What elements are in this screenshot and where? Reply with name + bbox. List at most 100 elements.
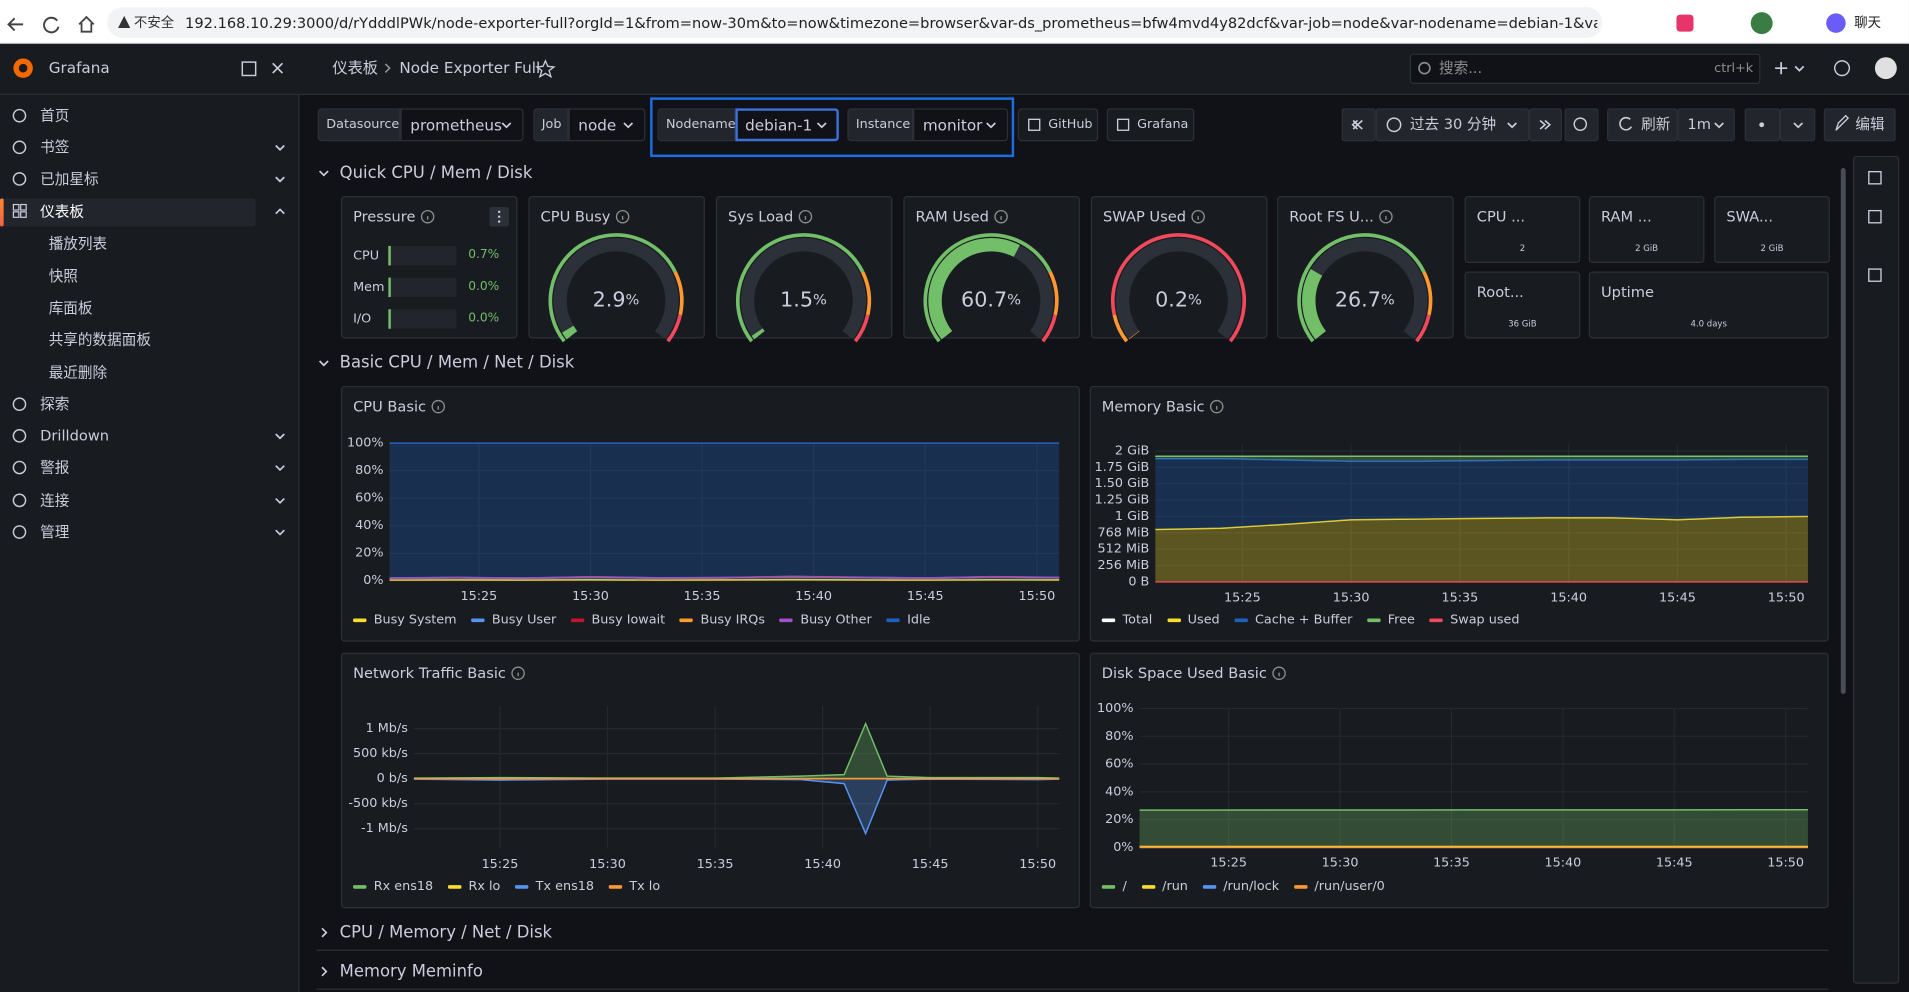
legend-label: /run [1162, 879, 1188, 894]
legend-swatch [1293, 884, 1308, 889]
legend-item[interactable]: Used [1166, 612, 1220, 627]
nav-active-bar [0, 198, 4, 227]
panel-title: CPU Busy [540, 207, 611, 225]
legend-item[interactable]: Rx ens18 [353, 879, 433, 894]
legend-label: / [1122, 879, 1127, 894]
panel-title: CPU Basic [353, 397, 427, 415]
panel-title: Memory Basic [1101, 397, 1205, 415]
legend-item[interactable]: /run [1141, 879, 1188, 894]
panel-title: Uptime [1600, 283, 1654, 301]
breadcrumb-current: Node Exporter Full [399, 58, 541, 78]
legend-swatch [608, 884, 623, 889]
nav-item[interactable]: 管理 [40, 523, 70, 541]
legend-item[interactable]: Busy IRQs [679, 612, 765, 627]
legend-swatch [779, 617, 794, 622]
sidebar [0, 94, 300, 992]
legend-swatch [353, 617, 367, 622]
time-forward-button[interactable] [1529, 108, 1563, 142]
chart-legend: Rx ens18 Rx lo Tx ens18 Tx lo [353, 875, 1068, 897]
share-menu-button[interactable] [1779, 108, 1816, 142]
panel-title: Sys Load [728, 207, 794, 225]
breadcrumb-root[interactable]: 仪表板 [332, 58, 379, 78]
nav-item[interactable]: 仪表板 [40, 202, 85, 220]
legend-item[interactable]: Rx lo [447, 879, 500, 894]
nav-item[interactable]: 书签 [40, 138, 70, 156]
nav-item[interactable]: 警报 [40, 458, 70, 476]
legend-item[interactable]: /run/user/0 [1293, 879, 1385, 894]
stat-value: 36 GiB [1508, 319, 1537, 329]
variable-value: prometheus [410, 115, 502, 134]
edit-label[interactable]: 编辑 [1855, 115, 1885, 133]
edit-button[interactable] [1823, 108, 1896, 142]
link-label[interactable]: GitHub [1048, 117, 1093, 132]
stat-value: 2 GiB [1635, 243, 1659, 254]
legend-label: Busy Other [800, 612, 872, 627]
link-button[interactable] [1017, 108, 1099, 142]
variable-name: Datasource [326, 117, 400, 132]
pressure-label: I/O [353, 311, 372, 326]
refresh-button[interactable] [1607, 108, 1678, 142]
legend-item[interactable]: Tx lo [608, 879, 660, 894]
search-shortcut: ctrl+k [1714, 60, 1754, 76]
pressure-value: 0.7% [468, 248, 500, 262]
nav-item[interactable]: 首页 [40, 106, 70, 124]
legend-item[interactable]: Free [1366, 612, 1415, 627]
legend-item[interactable]: Idle [886, 612, 930, 627]
chart-panel [1089, 385, 1829, 642]
legend-item[interactable]: /run/lock [1202, 879, 1280, 894]
chart-legend: / /run/run/lock/run/user/0 [1101, 875, 1817, 897]
row-title[interactable]: Memory Meminfo [339, 961, 483, 981]
nav-subitem[interactable]: 快照 [48, 267, 78, 285]
nav-item[interactable]: 已加星标 [40, 169, 99, 187]
nav-subitem[interactable]: 播放列表 [48, 234, 108, 252]
legend-item[interactable]: Busy Other [779, 612, 872, 627]
interval-label[interactable]: 1m [1687, 115, 1711, 133]
legend-item[interactable]: Busy User [471, 612, 556, 627]
legend-swatch [1366, 617, 1381, 622]
time-back-button[interactable] [1341, 108, 1376, 142]
nav-subitem[interactable]: 库面板 [48, 299, 93, 317]
variable-value: node [578, 115, 617, 134]
variable-name: Instance [855, 117, 911, 132]
variable-select[interactable] [735, 108, 839, 142]
variable-label [847, 108, 914, 142]
search-box[interactable] [1409, 53, 1761, 85]
share-button[interactable] [1744, 108, 1780, 142]
legend-label: Total [1122, 612, 1153, 627]
stat-value: 2 [1519, 243, 1526, 254]
zoom-out-button[interactable] [1564, 108, 1599, 142]
variable-value: debian-1 [745, 115, 813, 134]
stat-panel [1714, 196, 1830, 263]
refresh-label[interactable]: 刷新 [1641, 115, 1671, 133]
legend-label: /run/user/0 [1314, 879, 1385, 894]
legend-item[interactable]: Cache + Buffer [1234, 612, 1352, 627]
row-title[interactable]: CPU / Memory / Net / Disk [339, 922, 553, 942]
link-label[interactable]: Grafana [1137, 117, 1189, 132]
nav-item[interactable]: 探索 [40, 395, 70, 413]
legend-item[interactable]: Busy System [353, 612, 457, 627]
legend-item[interactable]: Tx ens18 [514, 879, 594, 894]
legend-item[interactable]: Swap used [1429, 612, 1519, 627]
legend-item[interactable]: Busy Iowait [570, 612, 665, 627]
chevron-icon [318, 360, 329, 367]
interval-button[interactable] [1677, 108, 1735, 142]
legend-label: /run/lock [1223, 879, 1280, 894]
time-range[interactable]: 过去 30 分钟 [1409, 115, 1497, 133]
chevron-icon [321, 927, 328, 938]
panel-title: RAM ... [1600, 207, 1652, 225]
nav-subitem[interactable]: 共享的数据面板 [48, 330, 151, 348]
legend-swatch [1141, 884, 1155, 889]
brand: Grafana [48, 58, 110, 78]
legend-item[interactable]: / [1101, 879, 1127, 894]
row-title[interactable]: Basic CPU / Mem / Net / Disk [339, 352, 575, 372]
nav-subitem[interactable]: 最近删除 [48, 363, 108, 381]
legend-label: Cache + Buffer [1254, 612, 1353, 627]
nav-item[interactable]: 连接 [40, 491, 70, 509]
legend-label: Free [1387, 612, 1415, 627]
legend-item[interactable]: Total [1101, 612, 1153, 627]
variable-label [657, 108, 736, 142]
variable-highlight [650, 97, 1015, 158]
chevron-icon [321, 966, 328, 977]
nav-item[interactable]: Drilldown [40, 426, 110, 444]
row-title[interactable]: Quick CPU / Mem / Disk [339, 162, 533, 183]
